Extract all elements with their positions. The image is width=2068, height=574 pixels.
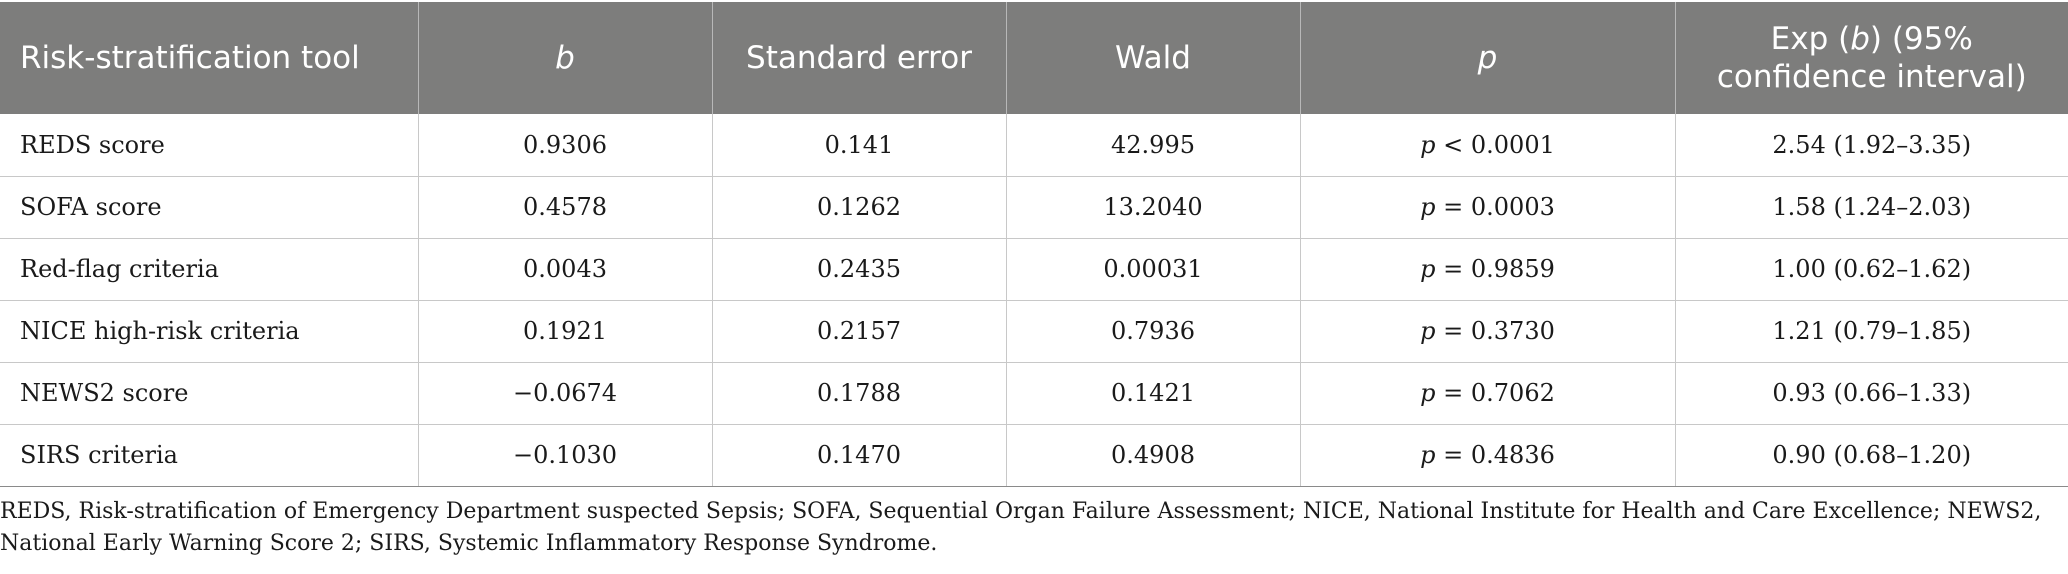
cell-tool: REDS score xyxy=(0,114,418,177)
cell-se: 0.1788 xyxy=(711,362,1006,425)
header-standard-error: Standard error xyxy=(711,2,1006,114)
table-row: Red-flag criteria 0.0043 0.2435 0.00031 … xyxy=(0,238,2068,301)
cell-b: 0.1921 xyxy=(417,300,712,363)
table-row: SIRS criteria −0.1030 0.1470 0.4908 p = … xyxy=(0,424,2068,487)
cell-se: 0.2157 xyxy=(711,300,1006,363)
results-table: Risk-stratification tool b Standard erro… xyxy=(0,2,2068,487)
cell-exp: 0.93 (0.66–1.33) xyxy=(1674,362,2068,425)
cell-exp: 1.58 (1.24–2.03) xyxy=(1674,176,2068,239)
cell-p: p = 0.9859 xyxy=(1299,238,1675,301)
cell-exp: 2.54 (1.92–3.35) xyxy=(1674,114,2068,177)
cell-b: −0.0674 xyxy=(417,362,712,425)
cell-p: p = 0.3730 xyxy=(1299,300,1675,363)
cell-tool: NEWS2 score xyxy=(0,362,418,425)
cell-exp: 0.90 (0.68–1.20) xyxy=(1674,424,2068,487)
header-tool: Risk-stratification tool xyxy=(0,2,418,114)
cell-p: p = 0.4836 xyxy=(1299,424,1675,487)
cell-b: 0.9306 xyxy=(417,114,712,177)
cell-exp: 1.00 (0.62–1.62) xyxy=(1674,238,2068,301)
cell-b: 0.0043 xyxy=(417,238,712,301)
header-b: b xyxy=(417,2,712,114)
cell-tool: Red-flag criteria xyxy=(0,238,418,301)
cell-exp: 1.21 (0.79–1.85) xyxy=(1674,300,2068,363)
header-row: Risk-stratification tool b Standard erro… xyxy=(0,2,2068,114)
cell-p: p < 0.0001 xyxy=(1299,114,1675,177)
cell-se: 0.2435 xyxy=(711,238,1006,301)
cell-wald: 0.4908 xyxy=(1005,424,1300,487)
cell-wald: 42.995 xyxy=(1005,114,1300,177)
table-row: REDS score 0.9306 0.141 42.995 p < 0.000… xyxy=(0,114,2068,177)
cell-p: p = 0.7062 xyxy=(1299,362,1675,425)
cell-tool: SIRS criteria xyxy=(0,424,418,487)
cell-p: p = 0.0003 xyxy=(1299,176,1675,239)
cell-se: 0.1470 xyxy=(711,424,1006,487)
cell-wald: 0.1421 xyxy=(1005,362,1300,425)
cell-b: −0.1030 xyxy=(417,424,712,487)
cell-b: 0.4578 xyxy=(417,176,712,239)
table-footnote: REDS, Risk-stratification of Emergency D… xyxy=(0,499,2042,556)
table-row: NEWS2 score −0.0674 0.1788 0.1421 p = 0.… xyxy=(0,362,2068,425)
table-row: SOFA score 0.4578 0.1262 13.2040 p = 0.0… xyxy=(0,176,2068,239)
cell-wald: 0.00031 xyxy=(1005,238,1300,301)
cell-tool: NICE high-risk criteria xyxy=(0,300,418,363)
cell-se: 0.1262 xyxy=(711,176,1006,239)
cell-wald: 13.2040 xyxy=(1005,176,1300,239)
header-exp-b: Exp (b) (95% confidence interval) xyxy=(1674,2,2068,114)
header-wald: Wald xyxy=(1005,2,1300,114)
cell-se: 0.141 xyxy=(711,114,1006,177)
table-row: NICE high-risk criteria 0.1921 0.2157 0.… xyxy=(0,300,2068,363)
cell-tool: SOFA score xyxy=(0,176,418,239)
header-p: p xyxy=(1299,2,1675,114)
cell-wald: 0.7936 xyxy=(1005,300,1300,363)
